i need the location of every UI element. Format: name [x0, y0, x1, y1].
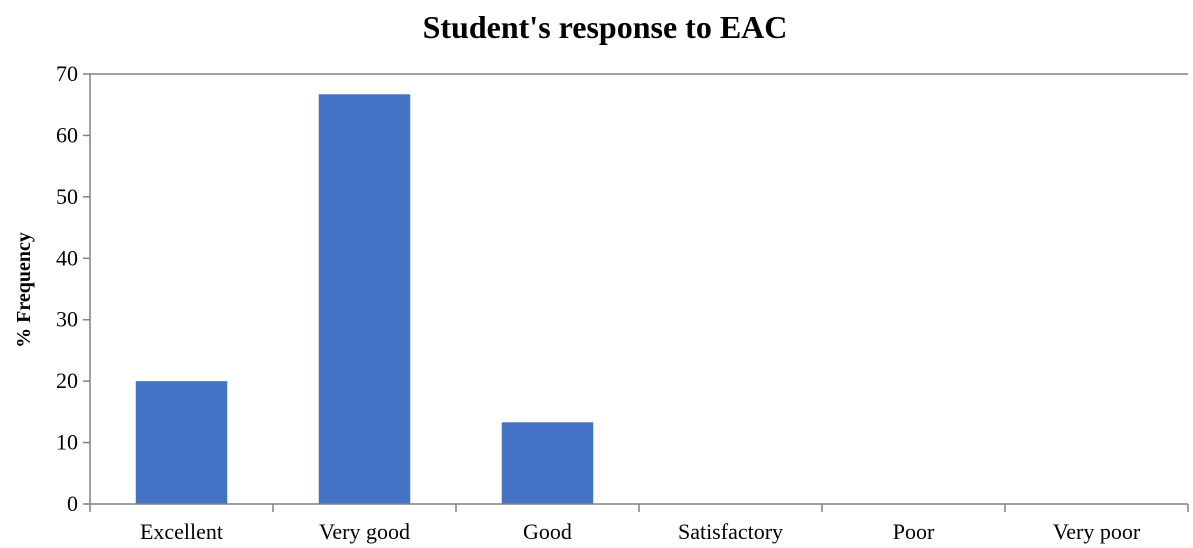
x-tick-label: Good [523, 519, 572, 544]
y-tick-label: 30 [56, 307, 78, 332]
bar-very-good [318, 94, 411, 505]
x-tick-label: Very poor [1053, 519, 1141, 544]
x-ticks: Excellent Very good Good Satisfactory Poor Ve… [89, 504, 1189, 544]
axes [89, 73, 1188, 505]
bar-excellent [135, 381, 228, 504]
y-axis-label: % Frequency [13, 232, 35, 348]
y-tick-label: 50 [56, 184, 78, 209]
x-tick-label: Poor [893, 519, 935, 544]
x-tick-label: Very good [319, 519, 410, 544]
x-tick-label: Excellent [140, 519, 223, 544]
y-tick-label: 0 [67, 491, 78, 516]
y-tick-label: 40 [56, 245, 78, 270]
y-tick-label: 20 [56, 368, 78, 393]
bar-good [501, 422, 594, 504]
y-ticks: 0 10 20 30 40 50 60 70 [56, 61, 90, 516]
bars [135, 94, 594, 505]
y-tick-label: 70 [56, 61, 78, 86]
x-tick-label: Satisfactory [678, 519, 783, 544]
y-tick-label: 60 [56, 122, 78, 147]
y-tick-label: 10 [56, 430, 78, 455]
chart-title: Student's response to EAC [423, 9, 788, 45]
